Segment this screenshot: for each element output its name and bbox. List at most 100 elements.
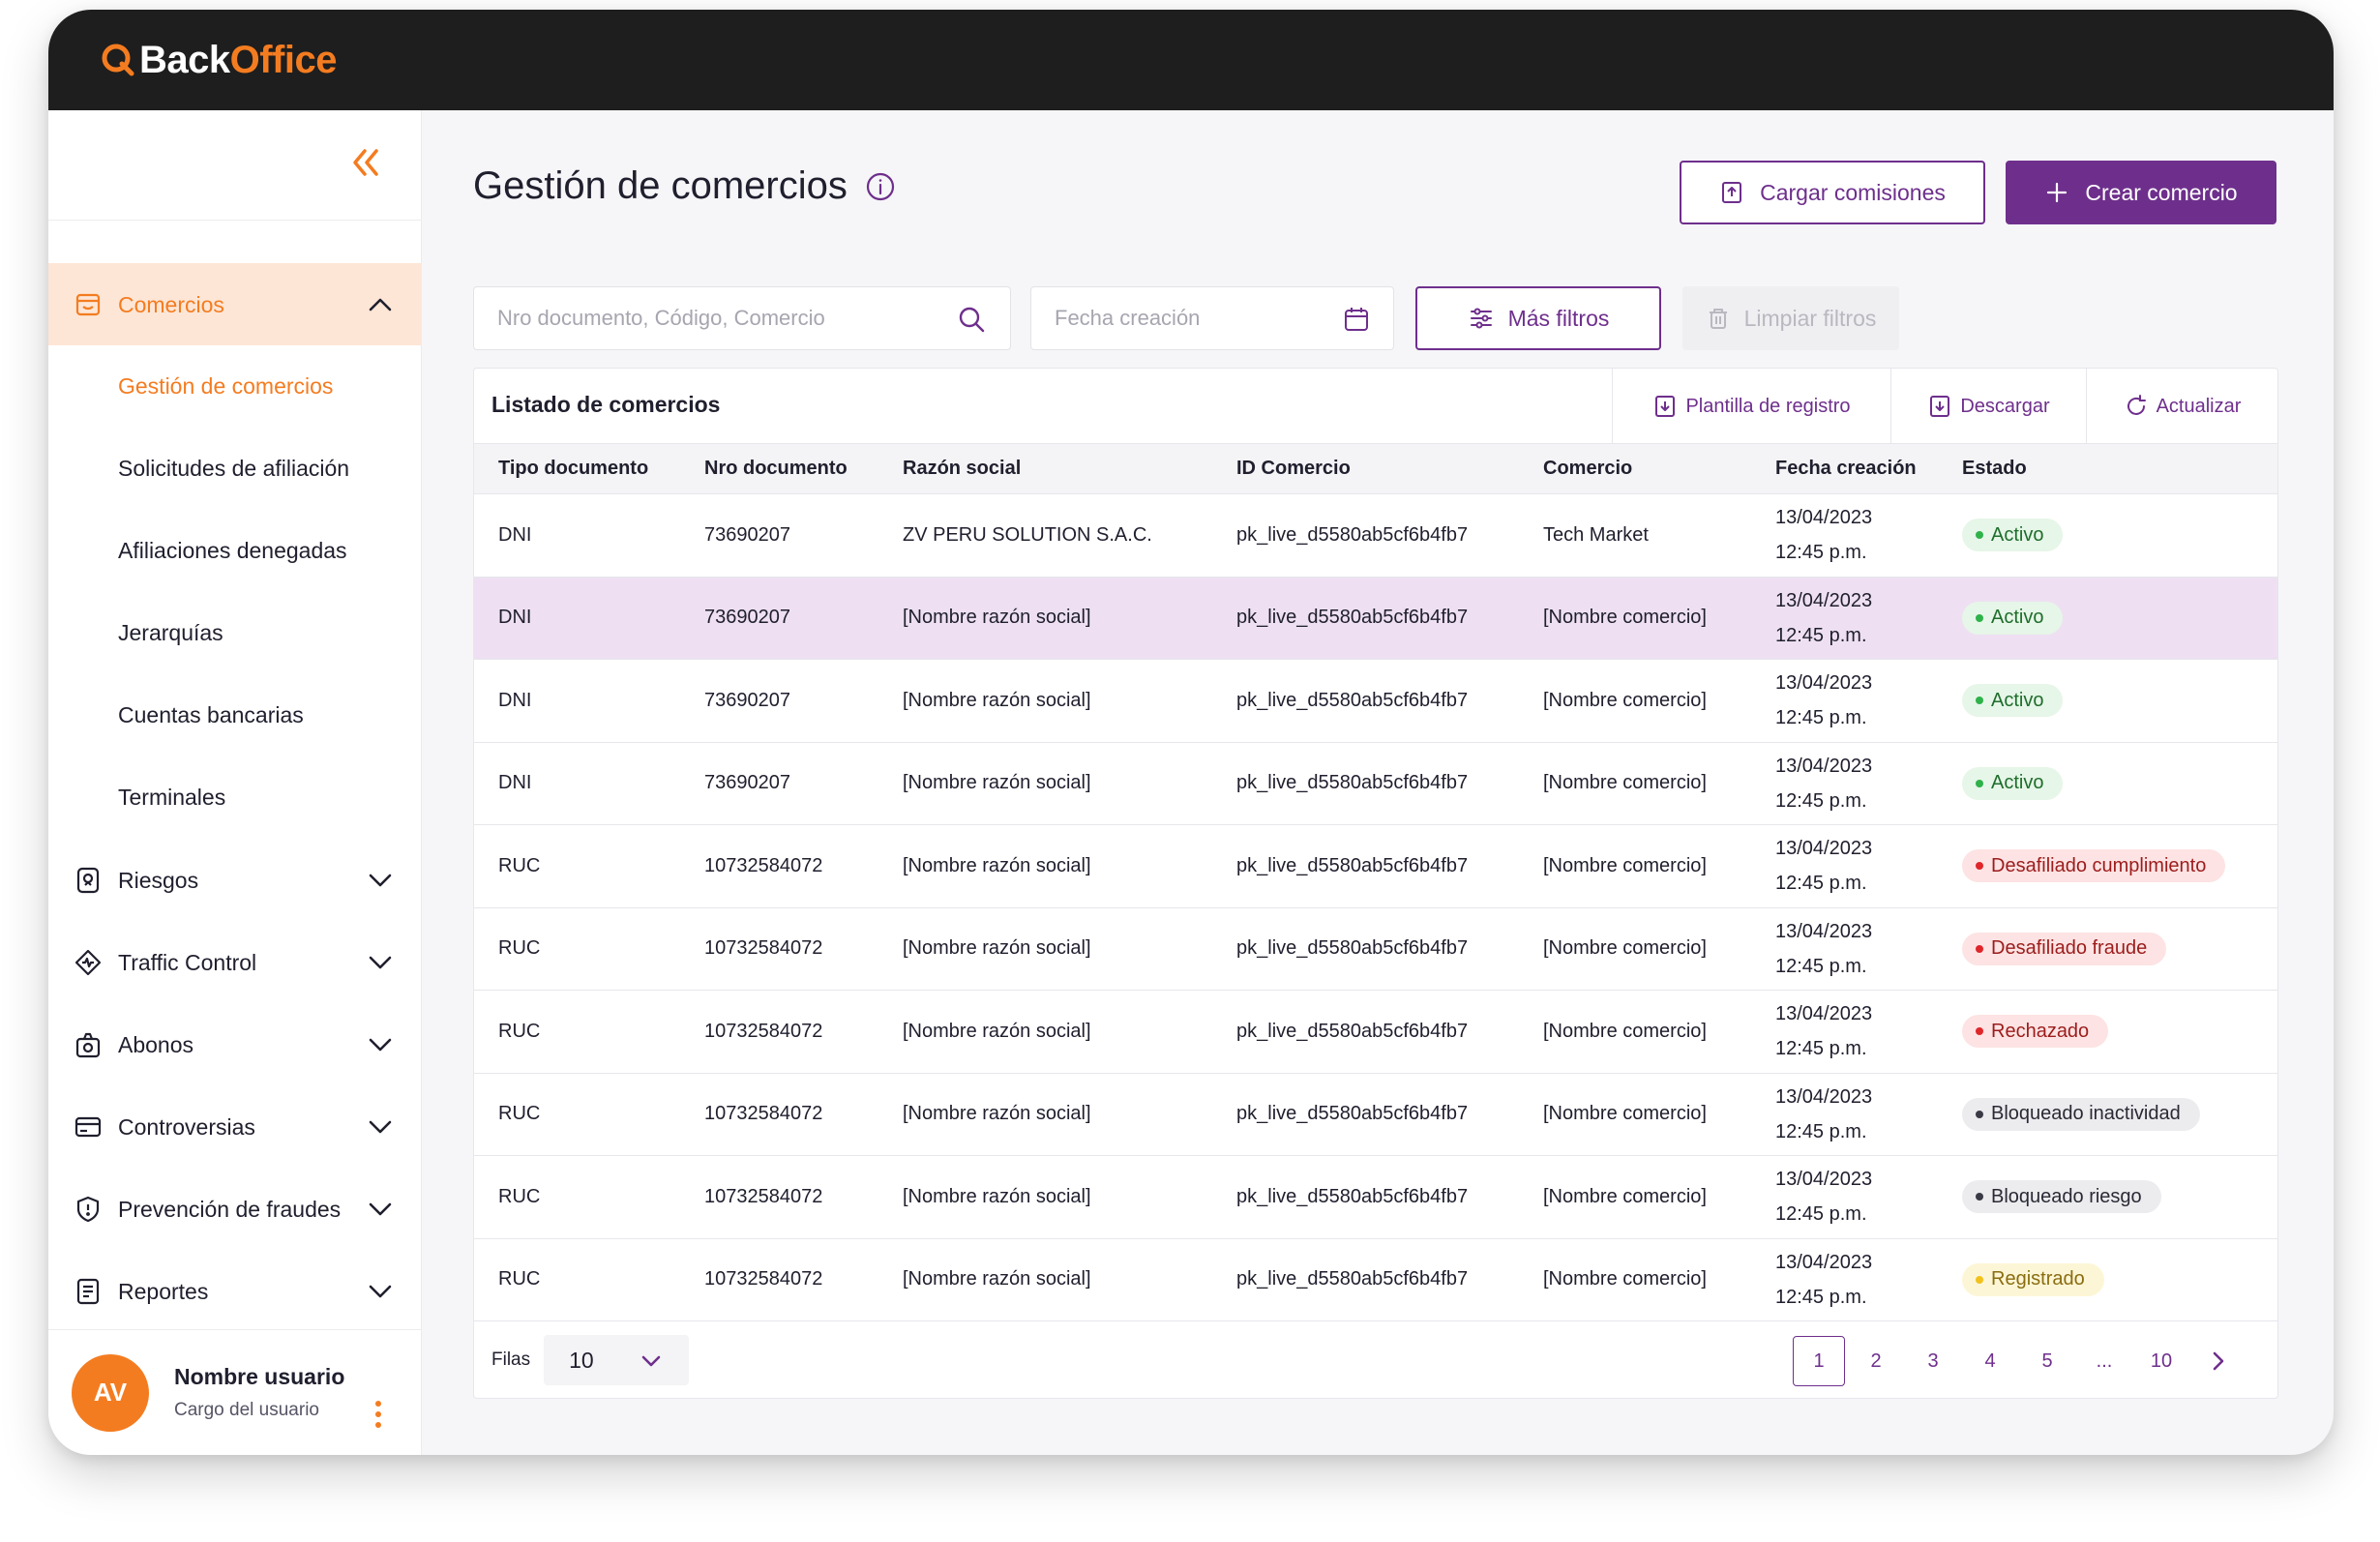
column-header[interactable]: Razón social bbox=[903, 458, 1022, 479]
chevron-down-icon[interactable] bbox=[365, 1194, 396, 1225]
date-input[interactable] bbox=[1031, 287, 1393, 349]
column-header[interactable]: Estado bbox=[1962, 458, 2027, 479]
search-input[interactable] bbox=[474, 287, 1010, 349]
page-button[interactable]: 3 bbox=[1927, 1349, 1939, 1372]
chevron-down-icon[interactable] bbox=[365, 1029, 396, 1060]
page-button[interactable]: 5 bbox=[2041, 1349, 2053, 1372]
column-header[interactable]: Comercio bbox=[1543, 458, 1633, 479]
table-row[interactable]: RUC 10732584072 [Nombre razón social] pk_li… bbox=[474, 1074, 2277, 1156]
column-header[interactable]: Tipo documento bbox=[498, 458, 649, 479]
sidebar-subitem-terminales[interactable]: Terminales bbox=[118, 785, 226, 810]
clear-filters-button[interactable]: Limpiar filtros bbox=[1682, 286, 1899, 350]
table-title: Listado de comercios bbox=[491, 392, 721, 417]
refresh-label: Actualizar bbox=[2156, 395, 2242, 417]
logo-mark-icon bbox=[102, 44, 134, 76]
shield-alert-icon bbox=[76, 1196, 100, 1222]
status-dot-icon bbox=[1976, 1027, 1983, 1036]
download-button[interactable]: Descargar bbox=[1890, 369, 2086, 444]
cell-fecha-creacion: 13/04/2023 12:45 p.m. bbox=[1751, 1080, 1945, 1149]
user-profile[interactable]: AV Nombre usuario Cargo del usuario bbox=[48, 1329, 421, 1455]
info-icon[interactable] bbox=[865, 171, 896, 202]
table-row[interactable]: RUC 10732584072 [Nombre razón social] pk_li… bbox=[474, 1156, 2277, 1239]
double-chevron-left-icon[interactable] bbox=[347, 143, 386, 182]
search-field[interactable] bbox=[473, 286, 1011, 350]
create-merchant-button[interactable]: Crear comercio bbox=[2006, 161, 2276, 224]
table-row[interactable]: DNI 73690207 [Nombre razón social] pk_live_… bbox=[474, 743, 2277, 825]
cell-razon-social: [Nombre razón social] bbox=[903, 607, 1091, 629]
table-row[interactable]: RUC 10732584072 [Nombre razón social] pk_li… bbox=[474, 1239, 2277, 1321]
sidebar-item-abonos[interactable]: Abonos bbox=[48, 1003, 421, 1085]
sidebar-subitem-gestion-comercios[interactable]: Gestión de comercios bbox=[118, 373, 334, 399]
sidebar-subitem-solicitudes[interactable]: Solicitudes de afiliación bbox=[118, 456, 350, 481]
chevron-down-icon[interactable] bbox=[365, 947, 396, 978]
status-dot-icon bbox=[1976, 944, 1983, 953]
cell-estado: Activo bbox=[1945, 684, 2277, 718]
sidebar-collapse-row bbox=[48, 110, 421, 221]
sidebar-subitem-cuentas-bancarias[interactable]: Cuentas bancarias bbox=[118, 702, 304, 727]
sidebar-item-prevencion-fraudes[interactable]: Prevención de fraudes bbox=[48, 1168, 421, 1250]
sidebar-item-traffic-control[interactable]: Traffic Control bbox=[48, 921, 421, 1003]
cell-estado: Rechazado bbox=[1945, 1015, 2277, 1049]
sidebar-subitem-jerarquias[interactable]: Jerarquías bbox=[118, 620, 223, 645]
cell-tipo-documento: DNI bbox=[498, 689, 532, 711]
cell-id-comercio: pk_live_d5580ab5cf6b4fb7 bbox=[1236, 1185, 1469, 1207]
cell-estado: Activo bbox=[1945, 601, 2277, 635]
brand-logo[interactable]: Back Office bbox=[99, 39, 337, 82]
sidebar-item-riesgos[interactable]: Riesgos bbox=[48, 839, 421, 921]
table-row[interactable]: DNI 73690207 ZV PERU SOLUTION S.A.C. pk_liv… bbox=[474, 494, 2277, 578]
table-row[interactable]: DNI 73690207 [Nombre razón social] pk_live_… bbox=[474, 660, 2277, 743]
table-row[interactable]: DNI 73690207 [Nombre razón social] pk_live_… bbox=[474, 577, 2277, 660]
table-row[interactable]: RUC 10732584072 [Nombre razón social] pk_li… bbox=[474, 991, 2277, 1074]
rows-per-page-select[interactable]: 10 bbox=[544, 1335, 690, 1385]
store-icon bbox=[75, 293, 101, 315]
sidebar-item-reportes[interactable]: Reportes bbox=[48, 1250, 421, 1332]
column-header[interactable]: Nro documento bbox=[704, 458, 848, 479]
cell-fecha-creacion: 13/04/2023 12:45 p.m. bbox=[1751, 914, 1945, 984]
status-label: Activo bbox=[1991, 689, 2044, 711]
download-label: Descargar bbox=[1960, 395, 2050, 417]
column-header[interactable]: Fecha creación bbox=[1775, 458, 1917, 479]
more-filters-button[interactable]: Más filtros bbox=[1415, 286, 1661, 350]
create-merchant-label: Crear comercio bbox=[2085, 179, 2238, 205]
next-page-button[interactable] bbox=[2192, 1336, 2245, 1386]
table-footer: Filas 10 1 2 3 4 5... 10 bbox=[474, 1322, 2277, 1398]
cell-time: 12:45 p.m. bbox=[1775, 1038, 1867, 1060]
chevron-up-icon[interactable] bbox=[365, 289, 396, 320]
registration-template-button[interactable]: Plantilla de registro bbox=[1612, 369, 1890, 444]
cell-razon-social: [Nombre razón social] bbox=[903, 1185, 1091, 1207]
cell-fecha-creacion: 13/04/2023 12:45 p.m. bbox=[1751, 1245, 1945, 1315]
sidebar-item-comercios[interactable]: Comercios bbox=[48, 263, 421, 345]
date-field[interactable] bbox=[1030, 286, 1394, 350]
cell-time: 12:45 p.m. bbox=[1775, 624, 1867, 646]
table-body: DNI 73690207 ZV PERU SOLUTION S.A.C. pk_liv… bbox=[474, 494, 2277, 1321]
table-actions: Plantilla de registro Descargar Actualiz… bbox=[1612, 369, 2277, 444]
cell-id-comercio: pk_live_d5580ab5cf6b4fb7 bbox=[1236, 1268, 1469, 1290]
load-commissions-button[interactable]: Cargar comisiones bbox=[1680, 161, 1985, 224]
chevron-down-icon[interactable] bbox=[365, 865, 396, 896]
top-bar: Back Office bbox=[48, 10, 2334, 110]
cell-razon-social: ZV PERU SOLUTION S.A.C. bbox=[903, 523, 1152, 546]
cell-nro-documento: 10732584072 bbox=[704, 1185, 823, 1207]
chevron-down-icon[interactable] bbox=[365, 1276, 396, 1307]
cell-tipo-documento: RUC bbox=[498, 1020, 541, 1042]
page-button[interactable]: 4 bbox=[1984, 1349, 1996, 1372]
table-row[interactable]: RUC 10732584072 [Nombre razón social] pk_li… bbox=[474, 825, 2277, 908]
status-badge: Activo bbox=[1962, 766, 2064, 800]
calendar-icon[interactable] bbox=[1343, 306, 1370, 333]
chevron-down-icon[interactable] bbox=[365, 1112, 396, 1142]
sidebar-item-label: Riesgos bbox=[118, 867, 199, 893]
page-button[interactable]: 2 bbox=[1870, 1349, 1882, 1372]
search-icon[interactable] bbox=[956, 304, 987, 335]
refresh-button[interactable]: Actualizar bbox=[2086, 369, 2277, 444]
traffic-icon bbox=[74, 949, 102, 975]
kebab-menu-icon[interactable] bbox=[374, 1400, 382, 1429]
page-button[interactable]: 1 bbox=[1793, 1336, 1845, 1386]
status-badge: Rechazado bbox=[1962, 1015, 2109, 1049]
table-row[interactable]: RUC 10732584072 [Nombre razón social] pk_li… bbox=[474, 908, 2277, 991]
page-button[interactable]: 10 bbox=[2150, 1349, 2173, 1372]
cell-time: 12:45 p.m. bbox=[1775, 1286, 1867, 1308]
sidebar-item-controversias[interactable]: Controversias bbox=[48, 1085, 421, 1168]
column-header[interactable]: ID Comercio bbox=[1236, 458, 1351, 479]
cell-nro-documento: 73690207 bbox=[704, 523, 790, 546]
sidebar-subitem-afiliaciones-denegadas[interactable]: Afiliaciones denegadas bbox=[118, 538, 347, 563]
